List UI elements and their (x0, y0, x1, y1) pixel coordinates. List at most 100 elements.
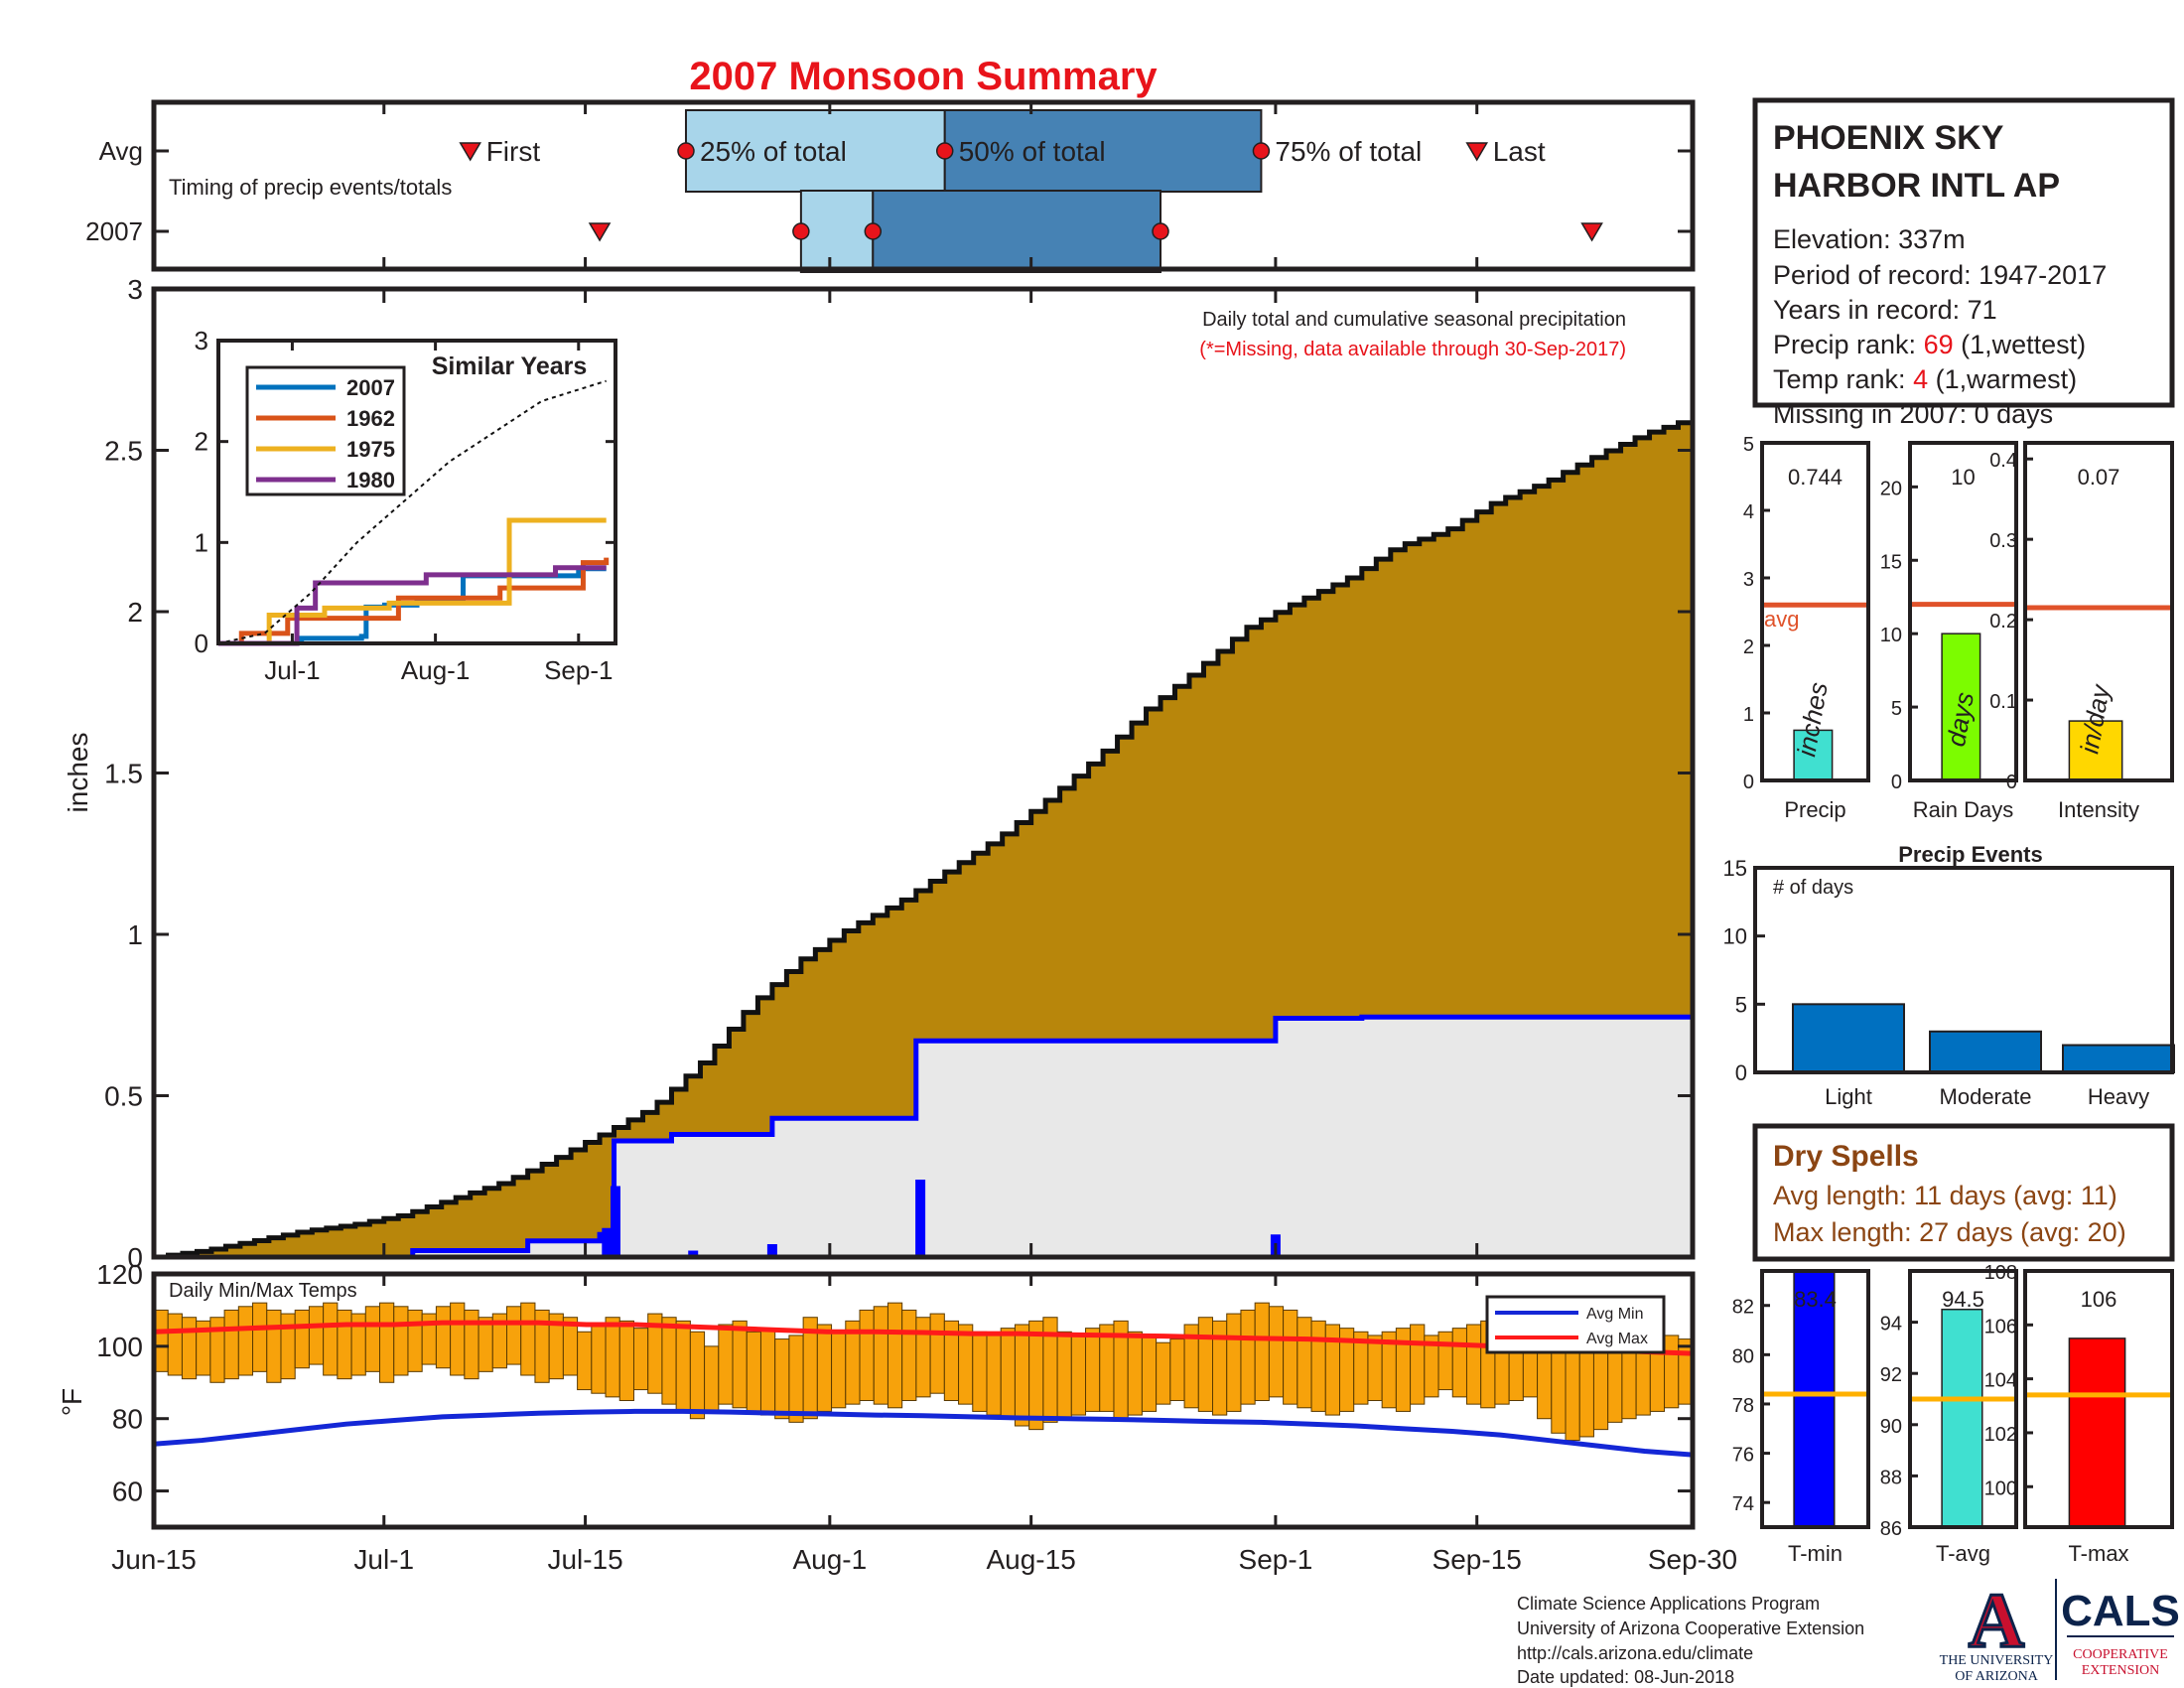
similar-years-line-1962 (218, 557, 610, 646)
stat-label-0: Precip (1784, 797, 1845, 822)
temp-stat-value-2: 106 (2081, 1287, 2117, 1312)
legend-avg-min: Avg Min (1586, 1306, 1644, 1323)
event-bar-heavy (2062, 1044, 2175, 1073)
figure-title: 2007 Monsoon Summary (689, 55, 1158, 98)
daily-precip-bar (611, 1186, 620, 1257)
temp-stat-y-tick-label: 86 (1880, 1518, 1902, 1540)
event-y-tick-label: 0 (1735, 1060, 1747, 1085)
credits-line-3: http://cals.arizona.edu/climate (1517, 1643, 1753, 1663)
temp-bar (1437, 1331, 1453, 1391)
temp-bar (1635, 1345, 1651, 1416)
timing-dot-q50 (864, 222, 883, 240)
station-period: Period of record: 1947-2017 (1773, 260, 2107, 290)
temp-stat-y-tick-label: 102 (1984, 1424, 2017, 1446)
ua-logo-line-2: OF ARIZONA (1955, 1669, 2039, 1684)
temp-stat-frame (1760, 1269, 1870, 1529)
credits-line-1: Climate Science Applications Program (1517, 1594, 1820, 1614)
temp-bar (1226, 1313, 1242, 1412)
daily-precip-bar (915, 1180, 926, 1257)
temp-stat-y-tick-label: 88 (1880, 1467, 1902, 1488)
stat-panel-frame (1908, 441, 2018, 782)
temp-bar (1410, 1324, 1426, 1405)
temp-bar (1240, 1309, 1256, 1405)
legend-avg-max: Avg Max (1586, 1331, 1648, 1347)
temp-bar (1283, 1309, 1298, 1405)
timing-panel: Avg 2007 Timing of precip events/totals … (85, 99, 1696, 273)
temp-stat-y-tick-label: 100 (1984, 1477, 2017, 1499)
timing-caption: Timing of precip events/totals (169, 175, 452, 200)
temp-bar (732, 1320, 748, 1409)
temp-stat-y-tick-label: 92 (1880, 1364, 1902, 1386)
timing-dot-q25 (677, 142, 695, 160)
precip-events-title: Precip Events (1898, 842, 2043, 867)
precip-y-tick-label: 1 (127, 919, 143, 950)
inset-y-tick-label: 2 (195, 427, 208, 457)
temp-bar (167, 1313, 183, 1376)
temp-stat-bar-2 (2068, 1337, 2126, 1528)
inset-y-tick-label: 1 (195, 527, 208, 557)
temp-bar (618, 1320, 634, 1402)
temp-y-tick-label: 60 (112, 1477, 143, 1507)
stat-y-tick-label: 0 (1743, 772, 1754, 793)
avg-max-line (153, 1320, 1694, 1356)
timing-dot-q75 (1252, 142, 1271, 160)
temp-bar (252, 1302, 268, 1372)
station-name-1: PHOENIX SKY (1773, 119, 2004, 157)
temp-bar (506, 1306, 522, 1365)
temp-bar (788, 1335, 804, 1423)
temp-bar (294, 1309, 310, 1369)
temp-stat-value-1: 94.5 (1942, 1287, 1984, 1312)
timing-bar-q25-q50 (799, 190, 875, 273)
stat-y-tick-label: 0 (1891, 772, 1902, 793)
stat-y-tick-label: 20 (1880, 478, 1902, 499)
temp-stat-frame (1908, 1269, 2018, 1529)
x-tick-label: Sep-1 (1239, 1544, 1313, 1575)
temp-stat-y-tick-label: 82 (1732, 1297, 1754, 1319)
stat-y-tick-label: 5 (1891, 698, 1902, 720)
timing-triangle-first (588, 222, 612, 242)
stat-bar-1 (1941, 633, 1981, 781)
daily-precip-bar (602, 1227, 613, 1257)
station-years: Years in record: 71 (1773, 295, 1997, 325)
similar-years-avg-line (217, 379, 607, 644)
temp-stat-frame (2023, 1269, 2174, 1529)
temp-bar (1451, 1328, 1467, 1398)
cals-logo-line-2: EXTENSION (2082, 1663, 2160, 1678)
temp-chart-label: Daily Min/Max Temps (169, 1280, 357, 1302)
timing-label-first: First (486, 136, 541, 167)
stat-value-1: 10 (1951, 465, 1975, 490)
x-tick-label: Jun-15 (111, 1544, 197, 1575)
temp-bar (704, 1345, 720, 1412)
timing-label-q25: 25% of total (700, 136, 847, 167)
temp-bar (675, 1320, 691, 1412)
temp-bar (1367, 1335, 1383, 1402)
stat-label-2: Intensity (2058, 797, 2139, 822)
temp-y-tick-label: 100 (96, 1332, 143, 1362)
dry-spells-title: Dry Spells (1773, 1140, 1919, 1173)
temp-bar (223, 1309, 239, 1380)
stat-y-tick-label: 1 (1743, 704, 1754, 726)
temp-bar (1127, 1331, 1143, 1416)
temp-bar (605, 1317, 620, 1398)
temp-bar (774, 1338, 790, 1420)
temp-stat-label-1: T-avg (1936, 1541, 1990, 1566)
stat-y-tick-label: 0 (2006, 772, 2017, 793)
temp-stat-label-0: T-min (1788, 1541, 1843, 1566)
temp-bar (1000, 1328, 1016, 1420)
temp-bar (972, 1331, 988, 1412)
temp-bar (901, 1309, 917, 1402)
precip-y-tick-label: 0 (127, 1242, 143, 1273)
stat-panel-bg (1762, 443, 1868, 780)
timing-triangle-last (1465, 142, 1489, 162)
inset-y-tick-label: 3 (195, 326, 208, 355)
stat-y-tick-label: 0.2 (1989, 611, 2017, 633)
temp-y-tick-label: 80 (112, 1404, 143, 1435)
timing-triangle-last (1580, 222, 1603, 242)
temp-bar (958, 1324, 974, 1405)
station-name-2: HARBOR INTL AP (1773, 167, 2060, 205)
cals-logo: CALS COOPERATIVE EXTENSION (2061, 1587, 2180, 1678)
station-temp-rank: Temp rank: 4 (1,warmest) (1773, 364, 2077, 394)
stat-y-tick-label: 0.4 (1989, 450, 2017, 472)
temp-stat-value-0: 83.4 (1794, 1287, 1837, 1312)
